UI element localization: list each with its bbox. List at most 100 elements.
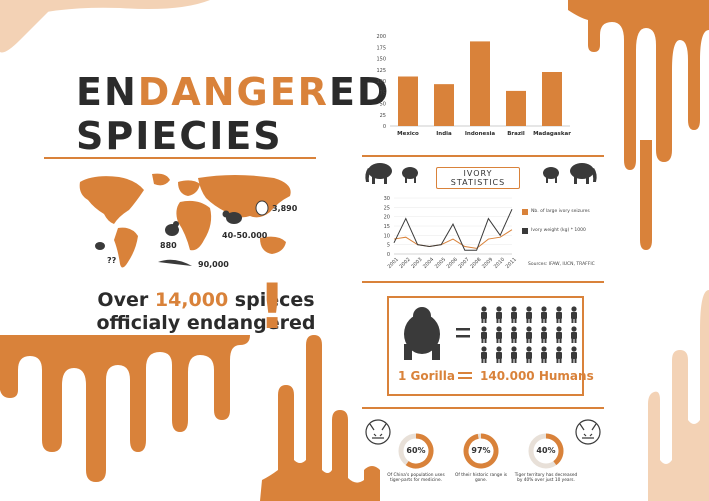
human-leg (556, 318, 559, 323)
world-map (79, 173, 291, 268)
line-y-tick: 0 (387, 252, 390, 258)
human-leg (526, 358, 529, 363)
legend-swatch-weight (522, 228, 528, 234)
bar-y-tick: 175 (376, 45, 386, 51)
human-leg (499, 338, 502, 343)
page-title-line1: ENDANGERED (76, 70, 391, 114)
bar (506, 90, 526, 126)
human-body (496, 312, 502, 319)
gorilla-label: 1 Gorilla (398, 369, 455, 383)
line-x-tick: 2001 (387, 257, 400, 270)
human-body (511, 312, 517, 319)
legend-seizures: Nb. of large ivory seizures (531, 209, 590, 214)
line-x-tick: 2004 (422, 257, 435, 270)
elephant-icons (365, 163, 597, 184)
human-icon (496, 306, 502, 312)
tiger-caption-2: Of their historic range is gone. (454, 473, 508, 484)
human-icon (511, 306, 517, 312)
human-body (481, 352, 487, 359)
bar (470, 41, 490, 126)
human-leg (484, 318, 487, 323)
line-series-2 (393, 208, 513, 251)
human-body (556, 312, 562, 319)
line-x-tick: 2002 (398, 257, 411, 270)
legend-swatch-seizures (522, 209, 528, 215)
human-body (541, 352, 547, 359)
human-leg (541, 358, 544, 363)
human-body (571, 352, 577, 359)
bar-y-tick: 100 (376, 79, 386, 85)
human-icon (541, 326, 547, 332)
human-leg (481, 318, 484, 323)
human-leg (541, 338, 544, 343)
human-body (526, 332, 532, 339)
human-icon (481, 326, 487, 332)
human-icon (571, 346, 577, 352)
human-leg (526, 318, 529, 323)
line-x-tick: 2009 (481, 257, 494, 270)
bar (542, 72, 562, 126)
title-divider (44, 157, 316, 159)
human-leg (511, 358, 514, 363)
ivory-source: Sources: IFAW, IUCN, TRAFFIC (528, 262, 595, 267)
map-label-north-asia: 3,890 (272, 204, 298, 213)
line-x-tick: 2003 (410, 257, 423, 270)
human-icon (496, 326, 502, 332)
tiger-pct-3: 40% (536, 446, 556, 455)
line-y-tick: 30 (384, 196, 390, 202)
ivory-line-chart: 30 25 20 15 10 5 02001200220032004200520062007… (384, 196, 518, 270)
human-body (496, 332, 502, 339)
line-y-tick: 25 (384, 205, 390, 211)
headline-line1: Over 14,000 spieces (97, 289, 315, 311)
human-leg (544, 358, 547, 363)
human-icon (511, 326, 517, 332)
human-leg (574, 338, 577, 343)
human-icon (541, 306, 547, 312)
tiger-caption-1: Of China's population uses tiger-parts f… (387, 473, 445, 484)
human-body (541, 332, 547, 339)
human-leg (556, 358, 559, 363)
tiger-ring-3 (528, 433, 564, 469)
map-label-africa: 880 (160, 241, 177, 250)
human-leg (514, 318, 517, 323)
human-body (511, 332, 517, 339)
human-icon (571, 326, 577, 332)
ivory-title: IVORY STATISTICS (436, 167, 520, 189)
ivory-divider (362, 281, 604, 283)
gorilla-box (387, 296, 584, 396)
line-x-tick: 2008 (469, 257, 482, 270)
ring-fill (545, 433, 564, 466)
human-leg (496, 358, 499, 363)
map-label-ocean: 90,000 (198, 260, 229, 269)
human-leg (499, 318, 502, 323)
tiger-right-icon (575, 419, 601, 445)
human-body (541, 312, 547, 319)
human-leg (571, 318, 574, 323)
bar-y-tick: 75 (380, 90, 386, 96)
human-leg (481, 338, 484, 343)
human-leg (544, 318, 547, 323)
human-leg (484, 338, 487, 343)
tiger-ring-2 (463, 433, 499, 469)
human-leg (514, 338, 517, 343)
bar-y-tick: 150 (376, 57, 386, 63)
tiger-ring-1 (398, 433, 434, 469)
line-y-tick: 15 (384, 224, 390, 230)
legend-weight: Ivory weight (kg) * 1000 (531, 228, 586, 233)
human-icon (526, 326, 532, 332)
human-body (556, 332, 562, 339)
headline-line2: officialy endangered (96, 312, 316, 334)
page-title-line2: SPIECIES (76, 114, 283, 158)
human-leg (529, 358, 532, 363)
bar-category-label: Madagaskar (533, 131, 571, 137)
human-icon (526, 346, 532, 352)
gorilla-icon (404, 307, 440, 360)
bar-y-tick: 50 (380, 102, 386, 108)
ring-fill (463, 433, 499, 469)
line-x-tick: 2007 (457, 257, 470, 270)
bar (398, 76, 418, 126)
line-x-tick: 2006 (446, 257, 459, 270)
gorilla-divider (362, 407, 604, 409)
line-series-1 (393, 229, 513, 249)
exclamation-icon: ! (258, 270, 287, 343)
